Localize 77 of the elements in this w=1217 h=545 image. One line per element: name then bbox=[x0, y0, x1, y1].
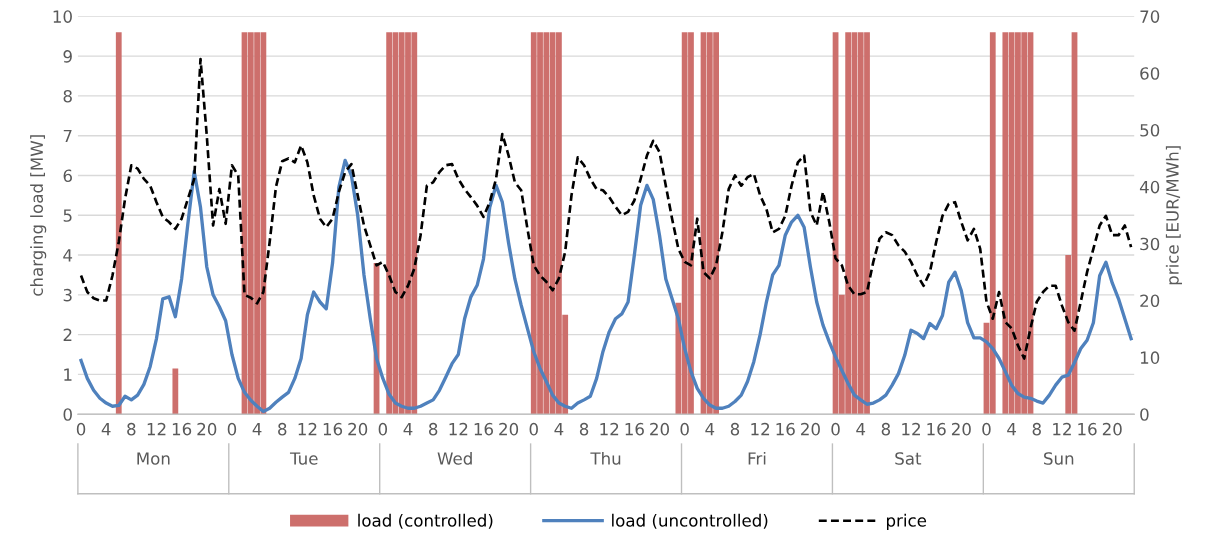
x-tick-label: 4 bbox=[101, 423, 111, 436]
y-tick-label: 9 bbox=[63, 50, 72, 63]
x-tick-label: 8 bbox=[1032, 422, 1041, 436]
x-tick-label: 12 bbox=[147, 422, 166, 436]
x-tick-label: 0 bbox=[76, 422, 86, 436]
x-tick-label: 16 bbox=[1078, 422, 1097, 436]
x-tick-label: 12 bbox=[1053, 422, 1071, 436]
x-tick-label: 16 bbox=[776, 422, 795, 436]
x-tick-label: 8 bbox=[428, 422, 438, 436]
y-tick-label: 10 bbox=[53, 10, 72, 23]
y2-tick-label: 0 bbox=[1140, 408, 1149, 421]
text: Fri bbox=[748, 451, 766, 465]
x-tick-label: 8 bbox=[579, 422, 589, 436]
y2-tick-label: 50 bbox=[1140, 123, 1160, 137]
bar bbox=[115, 32, 122, 415]
x-tick-label: 0 bbox=[680, 422, 689, 436]
line-series bbox=[79, 158, 1133, 414]
x-tick-label: 0 bbox=[529, 422, 538, 436]
x-tick-label: 8 bbox=[278, 422, 287, 436]
x-tick-label: 20 bbox=[951, 422, 971, 436]
x-tick-label: 20 bbox=[499, 422, 519, 436]
x-tick-label: 16 bbox=[172, 422, 192, 436]
y-tick-label: 6 bbox=[63, 169, 72, 183]
x-tick-label: 4 bbox=[252, 423, 262, 436]
x-tick-label: 8 bbox=[730, 422, 740, 436]
legend-label: load (controlled) bbox=[358, 513, 493, 529]
y-axis-title: charging load [MW] bbox=[30, 135, 47, 296]
y-tick-label: 2 bbox=[63, 328, 72, 341]
bar bbox=[172, 368, 179, 415]
y2-tick-label: 40 bbox=[1139, 180, 1160, 194]
y2-axis-title: price [EUR/MWh] bbox=[1165, 146, 1182, 285]
x-tick-label: 20 bbox=[197, 422, 217, 436]
x-tick-label: 12 bbox=[600, 422, 619, 436]
y2-tick-label: 70 bbox=[1140, 10, 1160, 23]
line-series bbox=[79, 57, 1133, 360]
x-tick-label: 4 bbox=[856, 423, 866, 436]
x-tick-label: 16 bbox=[927, 422, 946, 436]
x-tick-label: 0 bbox=[982, 422, 991, 436]
text: Wed bbox=[437, 451, 472, 465]
text: Sat bbox=[895, 452, 922, 465]
text: Mon bbox=[137, 452, 170, 465]
legend-label: price bbox=[886, 513, 927, 530]
x-tick-label: 16 bbox=[323, 422, 343, 436]
text: Sun bbox=[1044, 452, 1074, 465]
text: Thu bbox=[590, 451, 621, 465]
x-tick-label: 16 bbox=[625, 422, 644, 436]
x-tick-label: 12 bbox=[298, 422, 317, 436]
y2-tick-label: 20 bbox=[1140, 294, 1160, 308]
x-tick-label: 8 bbox=[881, 422, 891, 436]
x-tick-label: 8 bbox=[127, 422, 136, 436]
x-tick-label: 0 bbox=[227, 422, 237, 436]
y-tick-label: 7 bbox=[63, 129, 72, 143]
y2-tick-label: 30 bbox=[1140, 237, 1160, 251]
y2-tick-label: 10 bbox=[1140, 351, 1160, 364]
x-tick-label: 20 bbox=[348, 422, 368, 436]
y-tick-label: 0 bbox=[63, 408, 72, 421]
y-tick-label: 8 bbox=[63, 89, 72, 103]
x-tick-label: 4 bbox=[554, 423, 564, 436]
x-tick-label: 0 bbox=[831, 422, 840, 436]
x-tick-label: 20 bbox=[1102, 422, 1122, 436]
y-tick-label: 5 bbox=[63, 209, 72, 222]
x-tick-label: 4 bbox=[1007, 423, 1016, 436]
y2-tick-label: 60 bbox=[1140, 67, 1160, 80]
legend-label: load (uncontrolled) bbox=[612, 513, 768, 529]
x-tick-label: 12 bbox=[449, 422, 468, 436]
y-tick-label: 4 bbox=[63, 249, 73, 262]
x-tick-label: 4 bbox=[403, 423, 413, 436]
x-tick-label: 0 bbox=[378, 422, 388, 436]
x-tick-label: 20 bbox=[650, 422, 670, 436]
text: Tue bbox=[289, 452, 318, 465]
x-tick-label: 12 bbox=[902, 422, 920, 436]
y-tick-label: 3 bbox=[63, 288, 72, 302]
x-tick-label: 12 bbox=[751, 422, 770, 436]
y-tick-label: 1 bbox=[64, 368, 72, 381]
x-tick-label: 4 bbox=[705, 423, 715, 436]
x-tick-label: 16 bbox=[474, 422, 494, 436]
x-tick-label: 20 bbox=[801, 422, 820, 436]
